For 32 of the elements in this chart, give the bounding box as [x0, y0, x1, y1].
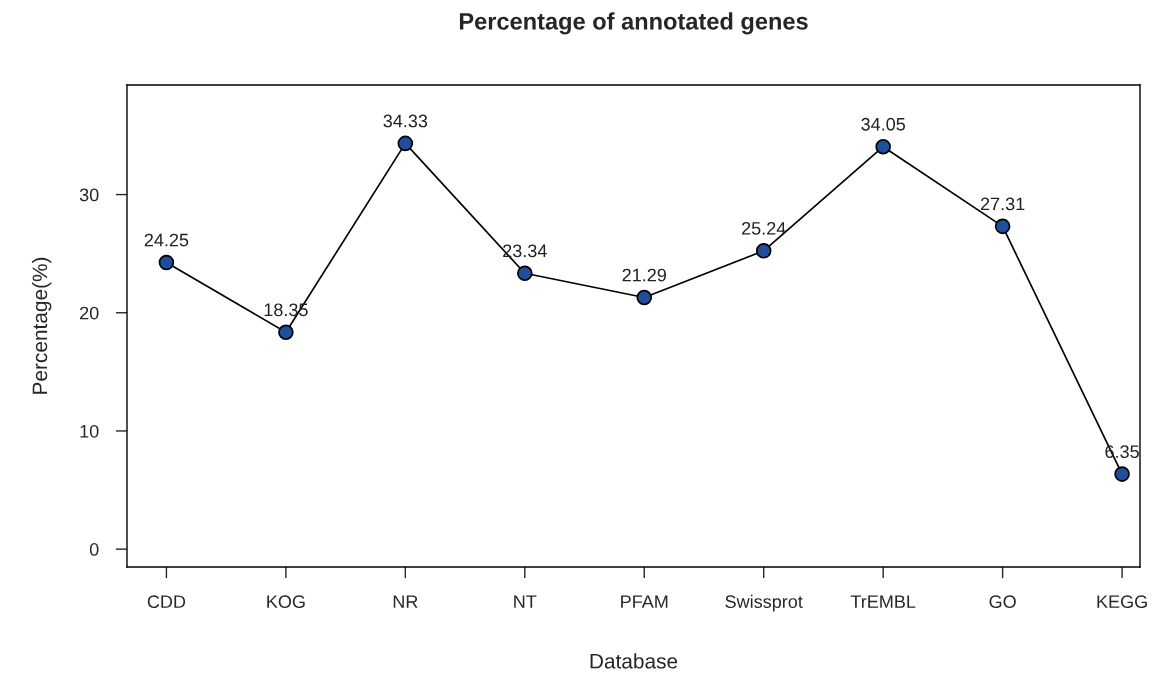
- x-tick-label: NT: [514, 595, 537, 608]
- data-label: 23.34: [503, 244, 547, 258]
- data-label: 34.05: [861, 117, 905, 131]
- data-label: 25.24: [742, 221, 786, 235]
- point: [994, 218, 1011, 235]
- chart-title: Percentage of annotated genes: [459, 12, 808, 35]
- y-tick-label: 30: [79, 188, 99, 202]
- x-tick-label: KOG: [267, 595, 305, 609]
- x-tick-label: CDD: [147, 595, 186, 609]
- data-label: 27.31: [980, 197, 1025, 211]
- x-tick-label: PFAM: [621, 595, 668, 608]
- x-tick-label: NR: [393, 595, 418, 608]
- x-tick-label: KEGG: [1097, 595, 1147, 609]
- data-label: 34.33: [383, 114, 428, 128]
- point: [1114, 466, 1130, 482]
- y-axis-title: Percentage(%): [31, 257, 52, 394]
- y-tick-label: 10: [80, 424, 99, 438]
- point: [397, 135, 414, 152]
- point: [636, 289, 653, 306]
- point: [158, 254, 175, 271]
- point: [755, 243, 772, 259]
- data-label: 21.29: [622, 268, 666, 282]
- x-tick-label: Swissprot: [725, 594, 803, 612]
- y-tick-label: 20: [80, 306, 99, 320]
- y-tick-label: 0: [89, 543, 99, 556]
- point: [278, 324, 294, 341]
- x-tick-label: GO: [989, 595, 1016, 609]
- point: [875, 138, 891, 155]
- data-label: 24.25: [144, 233, 189, 247]
- point: [517, 265, 533, 282]
- x-axis-title: Database: [590, 653, 678, 669]
- x-tick-label: TrEMBL: [850, 595, 916, 608]
